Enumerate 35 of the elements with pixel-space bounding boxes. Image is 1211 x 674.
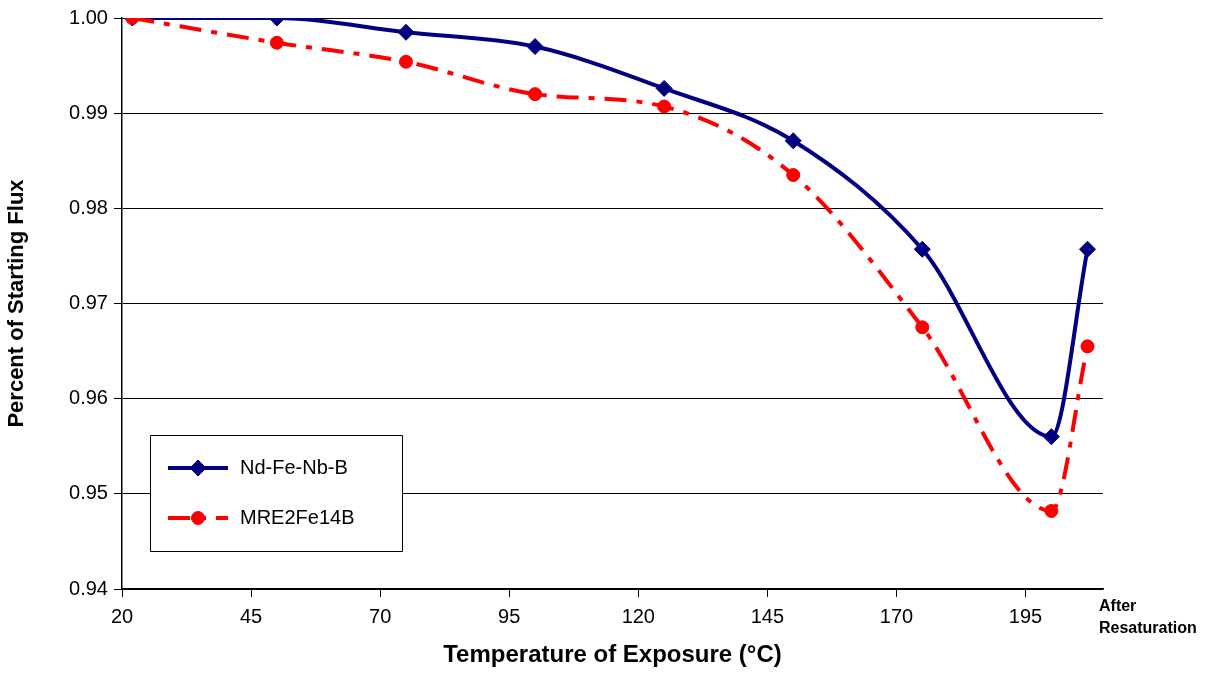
point: [786, 168, 801, 183]
x-tick-label: 120: [621, 604, 655, 627]
text: After Resaturation: [1099, 597, 1197, 637]
point: [1079, 240, 1097, 258]
y-tick-label: 0.96: [69, 386, 108, 409]
legend-label: Nd-Fe-Nb-B: [240, 455, 348, 478]
y-tick-label: 0.94: [69, 576, 108, 599]
point: [655, 79, 673, 97]
y-axis-title: Percent of Starting Flux: [3, 178, 29, 428]
y-tick-label: 1.00: [69, 5, 108, 28]
point: [398, 54, 413, 69]
x-tick-label: 170: [879, 604, 914, 627]
x-tick-label: 145: [750, 604, 785, 627]
y-tick-label: 0.97: [69, 291, 108, 314]
y-tick-label: 0.95: [69, 481, 108, 504]
x-tick-label: 195: [1008, 604, 1043, 627]
point: [269, 35, 284, 50]
x-tick-label: 45: [239, 604, 263, 627]
x-tick-label: 95: [498, 604, 521, 627]
point: [784, 132, 802, 150]
point: [526, 38, 544, 56]
point: [528, 87, 543, 102]
x-tick-label: 70: [369, 604, 392, 627]
point: [1044, 503, 1059, 518]
y-tick-label: 0.99: [69, 100, 108, 123]
point: [397, 23, 415, 41]
point: [1080, 339, 1095, 354]
point: [657, 99, 672, 114]
x-axis-title: Temperature of Exposure (°C): [443, 640, 782, 668]
point: [915, 320, 930, 335]
y-tick-label: 0.98: [69, 195, 108, 218]
point: [913, 240, 931, 258]
point: [1042, 428, 1060, 446]
x-tick-label: 20: [110, 604, 134, 627]
legend-label: MRE2Fe14B: [240, 505, 355, 528]
